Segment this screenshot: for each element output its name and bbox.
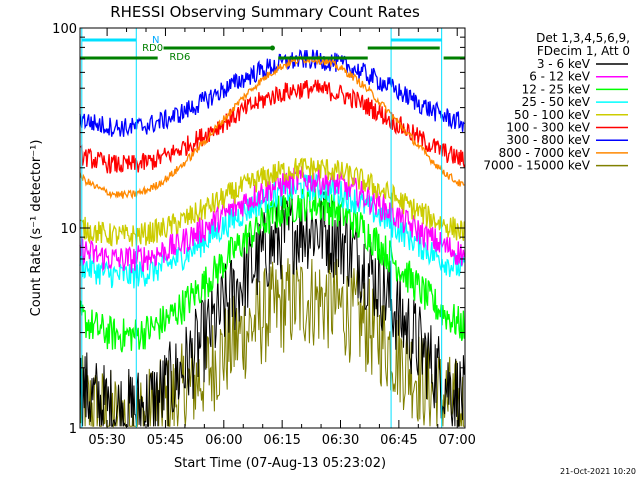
legend-item-label: 300 - 800 keV <box>506 133 590 147</box>
series-line <box>79 166 465 274</box>
y-tick-label: 1 <box>69 422 77 437</box>
y-tick-label: 10 <box>60 222 77 237</box>
annotation-n: N <box>152 35 159 46</box>
x-tick-label: 06:45 <box>380 433 417 448</box>
series-line <box>79 173 465 289</box>
series-line <box>79 157 465 247</box>
x-tick-label: 05:30 <box>88 433 125 448</box>
legend-item-label: 7000 - 15000 keV <box>483 159 590 173</box>
chart-title: RHESSI Observing Summary Count Rates <box>110 3 420 21</box>
legend-item-label: 6 - 12 keV <box>529 70 591 84</box>
legend-header-line-2: FDecim 1, Att 0 <box>537 44 630 58</box>
y-tick-label: 100 <box>52 22 77 37</box>
legend-item-label: 3 - 6 keV <box>537 57 591 71</box>
x-axis-label: Start Time (07-Aug-13 05:23:02) <box>174 456 386 471</box>
series-line <box>79 49 465 137</box>
axis-layer: 05:30 05:45 06:00 06:15 06:30 06:45 07:00 1 10 10… <box>52 22 476 448</box>
x-tick-label: 06:30 <box>322 433 359 448</box>
series-line <box>79 55 465 200</box>
legend-item-label: 25 - 50 keV <box>522 95 591 109</box>
legend-item-label: 100 - 300 keV <box>506 121 590 135</box>
x-tick-label: 05:45 <box>147 433 184 448</box>
legend: Det 1,3,4,5,6,9, FDecim 1, Att 0 3 - 6 k… <box>483 31 630 173</box>
series-line <box>79 187 465 353</box>
x-tick-label: 06:00 <box>205 433 242 448</box>
series-line <box>79 79 465 174</box>
legend-item-label: 50 - 100 keV <box>514 108 591 122</box>
legend-item-label: 12 - 25 keV <box>522 82 591 96</box>
annotation-rd0: RD0 <box>142 43 163 54</box>
footer-date: 21-Oct-2021 10:20 <box>560 467 636 476</box>
series-layer <box>79 49 465 428</box>
y-axis-label: Count Rate (s⁻¹ detector⁻¹) <box>29 140 44 317</box>
flare-marker <box>269 45 275 51</box>
series-line <box>79 191 465 427</box>
x-tick-label: 06:15 <box>263 433 300 448</box>
annotation-rd6: RD6 <box>169 52 190 63</box>
legend-item-label: 800 - 7000 keV <box>499 146 591 160</box>
x-tick-label: 07:00 <box>438 433 475 448</box>
legend-header-line-1: Det 1,3,4,5,6,9, <box>536 31 630 45</box>
